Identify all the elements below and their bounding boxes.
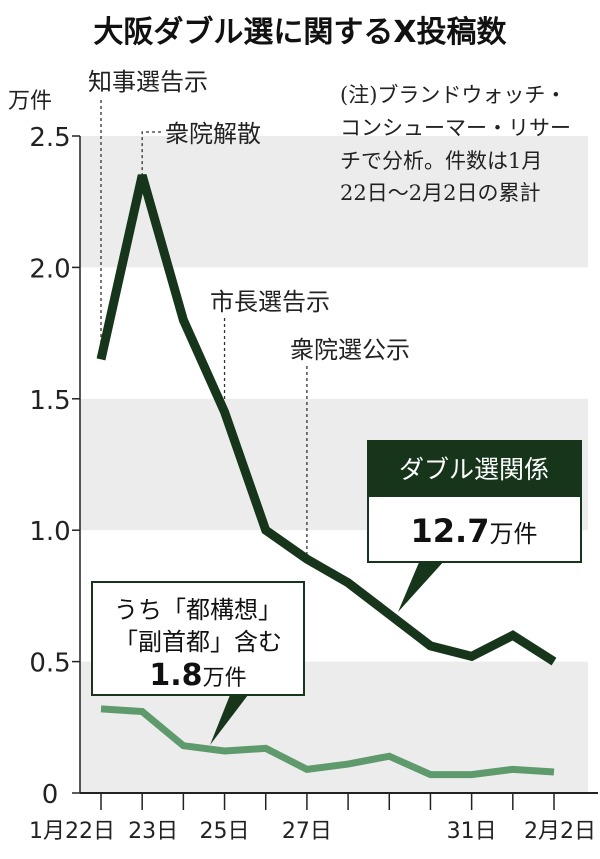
- event-label: 市長選告示: [210, 288, 330, 316]
- x-tick-label: 2月2日: [524, 819, 596, 844]
- sub-series-callout: うち「都構想」 「副首都」含む 1.8万件: [91, 581, 305, 745]
- callout-box: [91, 581, 305, 696]
- y-tick-label: 1.0: [29, 517, 70, 547]
- note-line-4: 22日〜2月2日の累計: [340, 181, 540, 205]
- main-series-line: [96, 174, 557, 666]
- main-series-total: 12.7万件: [411, 512, 538, 550]
- x-tick-label: 31日: [447, 819, 497, 844]
- y-tick-label: 1.5: [29, 386, 70, 416]
- event-marker-line: [141, 131, 161, 178]
- note-line-3: チで分析。件数は1月: [340, 149, 542, 173]
- sub-series-label-1: うち「都構想」: [114, 596, 282, 624]
- x-tick-label: 25日: [200, 819, 250, 844]
- y-tick-label: 0.5: [29, 649, 70, 679]
- note-line-1: (注)ブランドウォッチ・: [340, 83, 566, 107]
- event-label: 衆院解散: [165, 120, 261, 148]
- y-tick-label: 2.0: [29, 254, 70, 284]
- y-axis-unit: 万件: [8, 89, 52, 114]
- sub-series-line: [100, 705, 555, 779]
- y-tick-label: 0: [42, 780, 59, 810]
- x-tick-label: 27日: [282, 819, 332, 844]
- chart-title: 大阪ダブル選に関するX投稿数: [93, 15, 507, 50]
- main-series-label: ダブル選関係: [399, 455, 549, 484]
- callout-pointer: [398, 560, 445, 612]
- x-tick-label: 1月22日: [29, 819, 115, 844]
- event-label: 知事選告示: [88, 68, 208, 96]
- x-tick-label: 23日: [128, 819, 178, 844]
- note-line-2: コンシューマー・リサー: [340, 116, 571, 140]
- callout-pointer: [210, 695, 248, 745]
- event-label: 衆院選公示: [290, 336, 410, 364]
- callout-header: [368, 441, 581, 497]
- sub-series-label-2: 「副首都」含む: [114, 628, 282, 656]
- y-tick-label: 2.5: [29, 123, 70, 153]
- main-series-callout: ダブル選関係 12.7万件: [367, 440, 582, 612]
- sub-series-total: 1.8万件: [149, 658, 246, 693]
